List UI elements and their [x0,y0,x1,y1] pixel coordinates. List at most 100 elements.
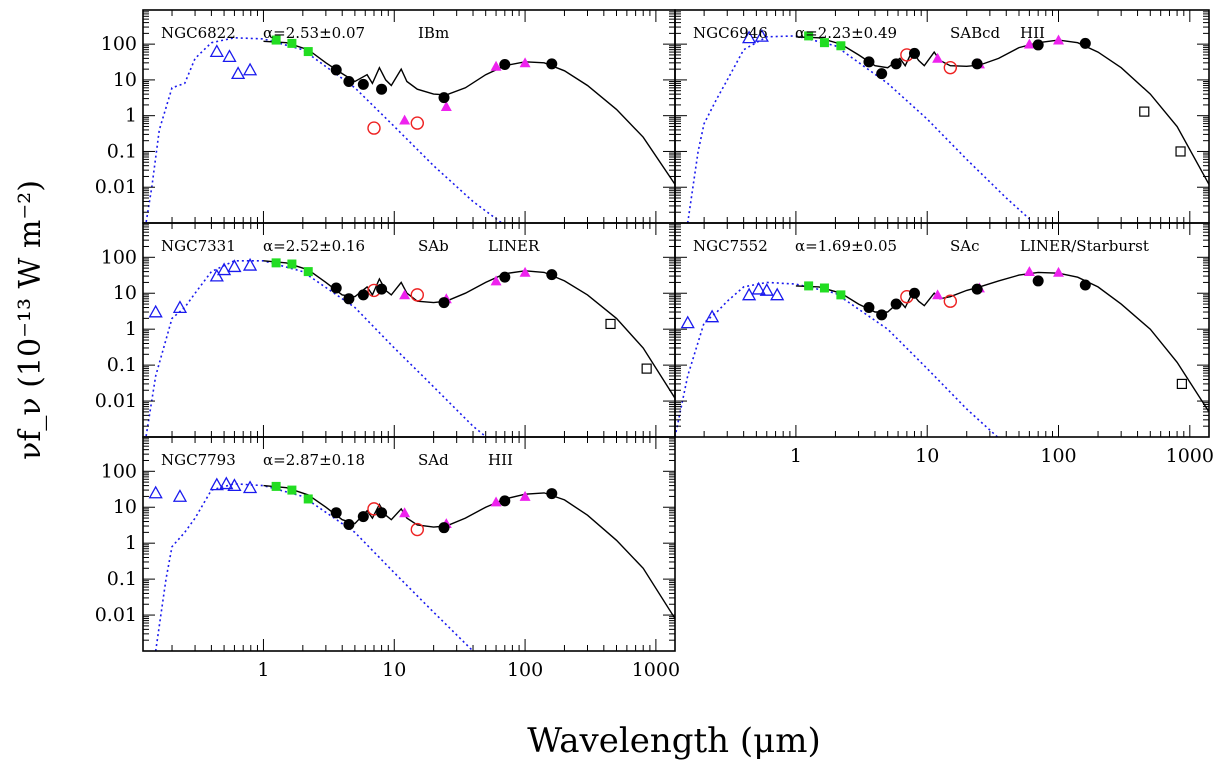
spitzer-point [357,511,369,523]
x-tick-label: 1 [790,445,802,467]
spitzer-point [1032,275,1044,287]
x-tick-label: 10 [382,659,406,681]
optical-point [680,315,695,329]
y-tick-label: 10 [113,282,137,304]
nuclear-type: HII [488,451,513,469]
spitzer-point [438,92,450,104]
alpha-value: α=2.53±0.07 [263,24,365,42]
submm-point [1176,378,1187,390]
y-tick-label: 10 [113,69,137,91]
x-axis-label: Wavelength (μm) [527,721,820,761]
morphology: SABcd [950,24,1001,42]
nir-point [804,31,814,41]
spitzer-point [1032,39,1044,51]
spitzer-point [971,283,983,295]
spitzer-point [343,519,355,531]
nir-point [303,267,313,277]
optical-point [209,44,224,58]
iras-point [490,275,502,286]
spitzer-point [330,507,342,519]
iras-point [932,289,944,300]
morphology: SAc [950,237,980,255]
optical-point [227,259,242,273]
spitzer-point [546,488,558,500]
nir-point [804,281,814,291]
iras-point [519,266,531,277]
spitzer-point [971,58,983,70]
total-model-curve [795,271,1209,413]
panel-ngc7552: 1 10 100 1000 NGC7552 α=1.69±0.05 SAc LINER/Sta… [674,222,1214,467]
iso-point [410,288,424,302]
submm-point [641,363,652,374]
spitzer-point [376,507,388,519]
optical-point [148,485,163,499]
optical-point [754,29,769,42]
spitzer-point [499,495,511,507]
spitzer-point [438,522,450,534]
optical-point [172,489,188,502]
optical-point [242,257,258,271]
iras-point [440,101,452,111]
spitzer-point [863,56,875,68]
plot-area [148,476,675,651]
y-tick-label: 0.1 [107,354,137,376]
panel-frame [142,436,676,652]
nir-point [836,41,846,51]
galaxy-name: NGC6822 [161,24,236,42]
iso-point [943,60,958,75]
iso-point [410,522,424,537]
optical-point [759,283,774,296]
spitzer-point [376,83,388,95]
optical-point [770,287,785,301]
optical-point [216,262,232,276]
y-tick-label: 100 [101,246,137,268]
nir-point [303,494,313,504]
x-tick-label: 100 [1040,445,1076,467]
submm-point [1175,146,1186,157]
stellar-model-curve [145,259,488,437]
iras-point [1023,38,1035,49]
optical-point [227,478,242,492]
nir-point [819,38,829,48]
optical-point [172,300,188,313]
iras-point [1053,34,1065,45]
spitzer-point [546,269,558,281]
spitzer-point [343,76,355,88]
spitzer-point [330,64,342,76]
y-tick-label: 0.1 [107,568,137,590]
nir-point [271,258,281,268]
galaxy-name: NGC7552 [693,237,768,255]
y-tick-label: 0.01 [95,604,137,626]
submm-point [1139,106,1150,117]
x-tick-label: 1 [257,659,269,681]
iras-point [519,490,531,501]
total-model-curve [795,36,1209,185]
optical-point [209,268,224,282]
y-axis-label: νf_ν (10⁻¹³ W m⁻²) [13,180,48,460]
x-tick-label: 10 [915,445,939,467]
alpha-value: α=2.52±0.16 [263,237,365,255]
total-model-curve [263,40,675,185]
iras-point [399,114,411,125]
y-tick-label: 1 [125,318,137,340]
plot-area [145,257,675,437]
iras-point [1053,266,1065,277]
x-tick-label: 100 [507,659,543,681]
spitzer-point [499,58,511,70]
optical-point [242,480,258,494]
optical-point [222,49,237,62]
spitzer-point [876,309,888,321]
iso-point [367,121,381,135]
stellar-model-curve [145,36,504,223]
morphology: SAb [418,237,449,255]
nir-point [836,290,846,300]
nir-point [287,259,297,269]
y-tick-label: 100 [101,33,137,55]
nir-point [287,38,297,48]
y-tick-label: 0.1 [107,140,137,162]
y-tick-label: 10 [113,496,137,518]
panel-ngc7331: 0.01 0.1 1 10 100 NGC7331 α=2.52±0.16 SAb LINER [95,222,676,438]
morphology: SAd [418,451,449,469]
spitzer-point [546,58,558,70]
panel-ngc6946: NGC6946 α=2.23±0.49 SABcd HII [674,9,1210,224]
